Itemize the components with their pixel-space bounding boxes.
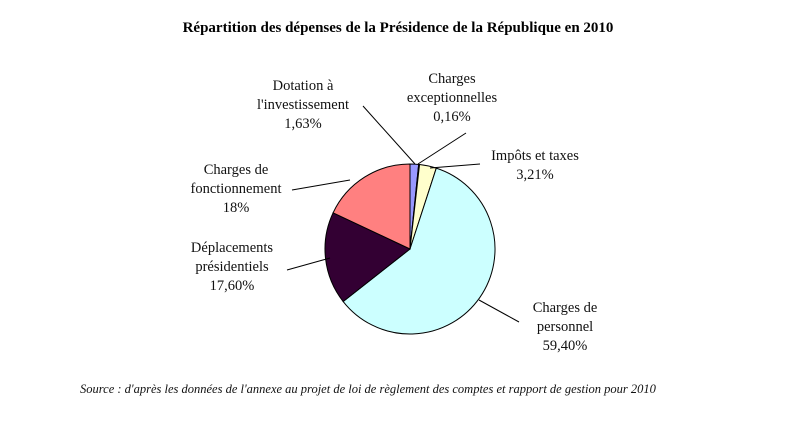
slice-value-0: 1,63%	[284, 116, 321, 132]
slice-value-5: 18%	[223, 200, 250, 216]
slice-value-4: 17,60%	[210, 278, 255, 294]
leader-line-0	[362, 105, 416, 165]
slice-category-4: présidentiels	[195, 259, 269, 275]
pie-slice-4	[324, 212, 411, 303]
slice-label-3: Charges de personnel 59,40%	[533, 300, 598, 354]
chart-title: Répartition des dépenses de la Présidenc…	[182, 20, 614, 36]
slice-category-0: Dotation à	[273, 78, 334, 94]
leader-line-3	[478, 299, 520, 323]
slice-label-1: Charges exceptionnelles 0,16%	[407, 71, 498, 125]
slice-category-5: Charges de	[204, 162, 269, 178]
slice-label-5: Charges de fonctionnement 18%	[190, 162, 281, 216]
pie-slice-5	[332, 163, 411, 250]
leader-line-2	[429, 163, 481, 169]
slice-category-3: Charges de	[533, 300, 598, 316]
slice-label-0: Dotation à l'investissement 1,63%	[257, 78, 349, 132]
slice-value-2: 3,21%	[516, 167, 553, 183]
slice-category-0: l'investissement	[257, 97, 349, 113]
slice-label-2: Impôts et taxes 3,21%	[491, 148, 579, 183]
slice-value-3: 59,40%	[543, 338, 588, 354]
slice-category-1: Charges	[428, 71, 476, 87]
slice-category-5: fonctionnement	[190, 181, 281, 197]
slice-category-4: Déplacements	[191, 240, 273, 256]
leader-line-5	[291, 179, 351, 191]
slice-label-4: Déplacements présidentiels 17,60%	[191, 240, 273, 294]
source-note: Source : d'après les données de l'annexe…	[80, 382, 656, 396]
slice-category-2: Impôts et taxes	[491, 148, 579, 164]
leader-line-4	[286, 257, 331, 271]
slice-value-1: 0,16%	[433, 109, 470, 125]
slice-category-3: personnel	[537, 319, 593, 335]
pie-slice-3	[342, 167, 496, 335]
leader-line-1	[417, 132, 467, 165]
slice-category-1: exceptionnelles	[407, 90, 498, 106]
